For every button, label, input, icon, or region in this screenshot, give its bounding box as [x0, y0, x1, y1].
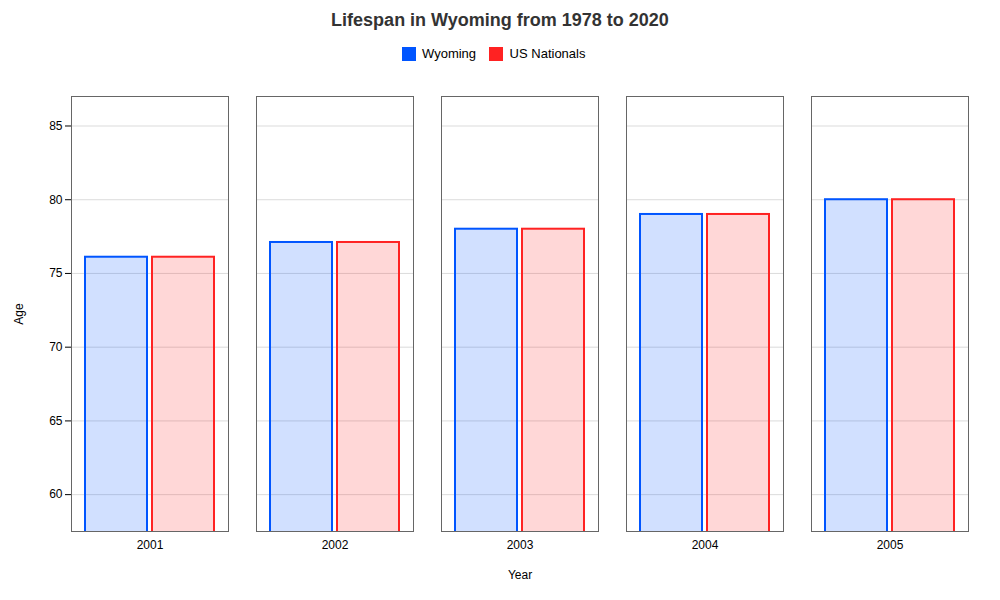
html-text:Wyoming: Wyoming: [422, 46, 477, 61]
svg-text:2004: 2004: [692, 538, 719, 552]
svg-text:2002: 2002: [322, 538, 349, 552]
svg-text:65: 65: [49, 413, 63, 427]
svg-text:80: 80: [49, 192, 63, 206]
svg-text:Age: Age: [12, 303, 26, 325]
svg-text:75: 75: [49, 266, 63, 280]
svg-text:2005: 2005: [877, 538, 904, 552]
svg-text:2003: 2003: [507, 538, 534, 552]
html-text:Lifespan in Wyoming from 1978: Lifespan in Wyoming from 1978 to 2020: [331, 10, 669, 30]
svg-text:60: 60: [49, 487, 63, 501]
html-text:US Nationals: US Nationals: [509, 46, 586, 61]
svg-text:70: 70: [49, 340, 63, 354]
svg-text:Year: Year: [508, 567, 532, 581]
svg-text:2001: 2001: [137, 538, 164, 552]
svg-text:85: 85: [49, 118, 63, 132]
